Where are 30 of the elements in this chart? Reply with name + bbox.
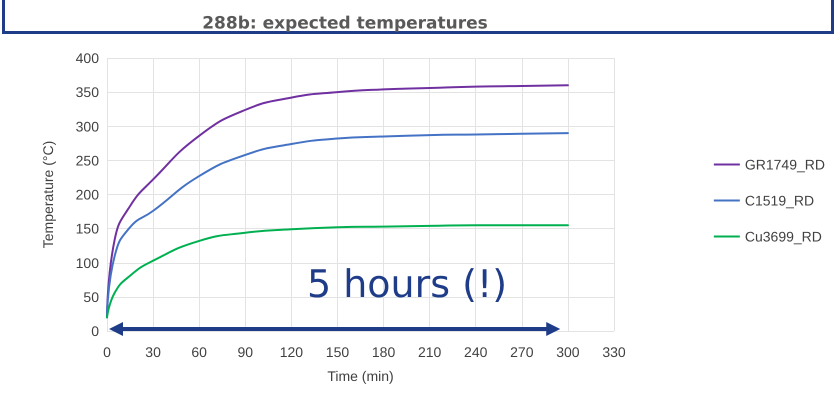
x-tick-label: 90 bbox=[237, 344, 254, 360]
y-tick-label: 100 bbox=[76, 254, 100, 271]
line-series bbox=[106, 224, 569, 318]
chart-title: 288b: expected temperatures bbox=[202, 14, 488, 34]
y-tick-label: 150 bbox=[76, 220, 100, 237]
x-tick-label: 330 bbox=[602, 344, 626, 360]
x-tick-label: 60 bbox=[191, 344, 208, 360]
x-tick-label: 210 bbox=[418, 344, 442, 360]
x-tick-label: 120 bbox=[280, 344, 304, 360]
x-tick-label: 150 bbox=[326, 344, 350, 360]
x-tick-label: 300 bbox=[556, 344, 580, 360]
annotation: 5 hours (!) bbox=[306, 262, 508, 306]
x-tick-label: 270 bbox=[510, 344, 534, 360]
y-tick-label: 400 bbox=[76, 50, 100, 66]
line-series bbox=[106, 132, 569, 318]
y-tick-label: 50 bbox=[83, 288, 100, 305]
y-tick-label: 300 bbox=[76, 118, 100, 134]
x-tick-label: 240 bbox=[464, 344, 488, 360]
y-tick-label: 0 bbox=[91, 323, 100, 339]
legend-label: C1519_RD bbox=[744, 192, 814, 208]
y-tick-label: 250 bbox=[76, 152, 100, 168]
y-tick-label: 200 bbox=[76, 186, 100, 202]
x-tick-label: 180 bbox=[372, 344, 396, 360]
legend-label: Cu3699_RD bbox=[744, 228, 822, 244]
x-axis-title: Time (min) bbox=[327, 368, 394, 384]
x-tick-label: 0 bbox=[103, 344, 112, 360]
y-axis-title: Temperature (°C) bbox=[40, 140, 56, 248]
y-tick-label: 350 bbox=[76, 84, 100, 100]
legend-label: GR1749_RD bbox=[744, 156, 826, 172]
x-tick-label: 30 bbox=[145, 344, 162, 360]
